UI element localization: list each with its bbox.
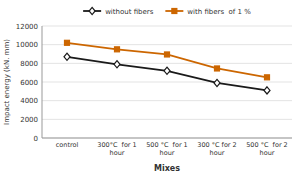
y-tick-label: 10000 — [16, 41, 38, 49]
chart-container: 0 2000 4000 6000 8000 10000 12000 control 300°C … — [0, 0, 300, 185]
y-tick-label: 2000 — [20, 116, 38, 124]
point-marker — [165, 52, 170, 57]
x-tick-label-line: hour — [110, 149, 125, 157]
point-marker — [64, 53, 70, 60]
x-tick-label: 500 °C for 2hour — [246, 141, 288, 157]
legend-label: without fibers — [105, 8, 154, 16]
y-tick-label: 4000 — [20, 97, 38, 105]
series-line — [67, 57, 267, 91]
chart: 0 2000 4000 6000 8000 10000 12000 control 300°C … — [0, 0, 300, 185]
point-marker — [264, 87, 270, 94]
legend-marker — [89, 7, 95, 14]
grid-line — [42, 82, 292, 83]
x-tick-label-line: hour — [160, 149, 175, 157]
legend-marker — [172, 9, 177, 14]
grid-line — [42, 138, 292, 139]
point-marker — [215, 66, 220, 71]
point-marker — [164, 67, 170, 74]
y-tick-label: 6000 — [20, 79, 38, 87]
y-axis-line — [42, 26, 43, 138]
point-marker — [114, 61, 120, 68]
x-axis-line — [42, 138, 292, 139]
x-tick-label-line: hour — [260, 149, 275, 157]
x-axis-label: Mixes — [154, 164, 180, 173]
x-tick-label: 300 °C for 2hour — [197, 141, 236, 157]
point-marker — [115, 47, 120, 52]
point-marker — [214, 79, 220, 86]
y-tick-label: 0 — [34, 135, 38, 143]
x-tick-label: control — [56, 141, 79, 149]
x-tick-label-line: hour — [210, 149, 225, 157]
grid-line — [42, 26, 292, 27]
legend: without fibers with fibers of 1 % — [83, 7, 251, 15]
y-tick-label: 8000 — [20, 60, 38, 68]
y-axis-label: Impact energy (kN. mm) — [3, 39, 11, 125]
x-tick-label-line: control — [56, 141, 79, 149]
grid-line — [42, 100, 292, 101]
plot-area — [64, 40, 270, 94]
x-tick-label: 500 °C for 1hour — [146, 141, 188, 157]
y-tick-label: 12000 — [16, 23, 38, 31]
point-marker — [65, 40, 70, 45]
point-marker — [265, 75, 270, 80]
series-line — [67, 43, 267, 78]
legend-label: with fibers of 1 % — [187, 8, 251, 16]
grid-line — [42, 63, 292, 64]
x-tick-label: 300°C for 1hour — [97, 141, 136, 157]
grid-line — [42, 119, 292, 120]
